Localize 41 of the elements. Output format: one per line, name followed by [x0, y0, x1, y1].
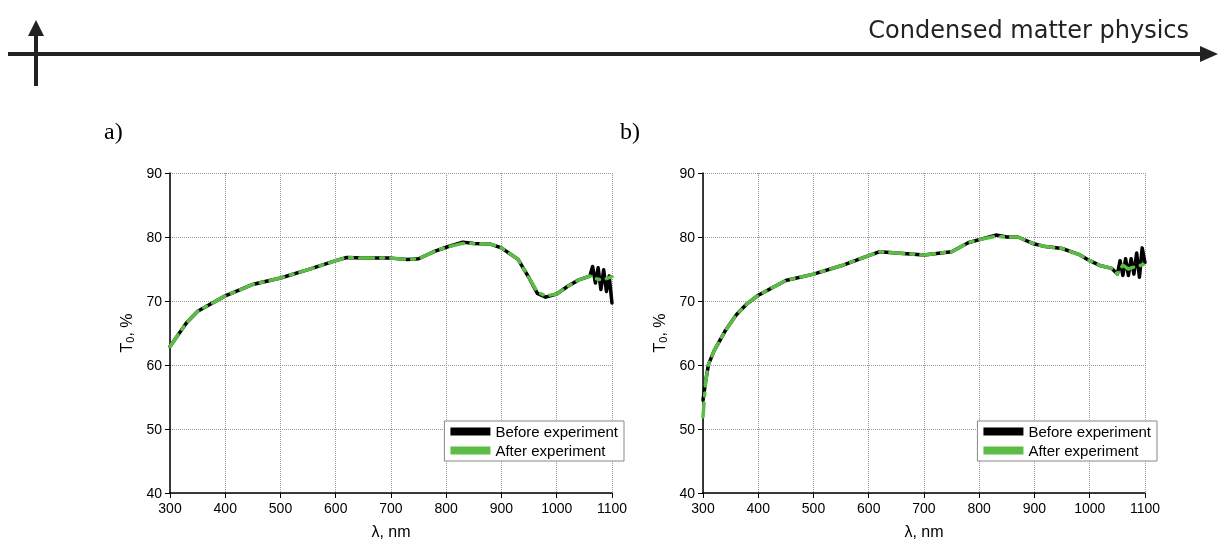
x-tick-label: 1000 — [541, 500, 573, 516]
x-tick-label: 600 — [857, 500, 881, 516]
y-tick-label: 80 — [679, 229, 696, 245]
x-tick-label: 900 — [489, 500, 514, 516]
y-tick-label: 40 — [146, 485, 163, 501]
y-tick-label: 40 — [679, 485, 696, 501]
y-tick-label: 90 — [679, 165, 696, 181]
y-tick-label: 70 — [679, 293, 696, 309]
x-tick-label: 400 — [746, 500, 771, 516]
x-tick-label: 800 — [434, 500, 459, 516]
text: Condensed matter physics — [868, 16, 1189, 44]
legend-label: After experiment — [495, 442, 607, 459]
y-axis-title: T0, % — [117, 313, 137, 353]
y-tick-label: 80 — [146, 229, 163, 245]
x-tick-label: 300 — [158, 500, 182, 516]
x-tick-label: 700 — [912, 500, 936, 516]
legend-label: After experiment — [1028, 442, 1140, 459]
x-tick-label: 900 — [1022, 500, 1047, 516]
y-tick-label: 70 — [146, 293, 163, 309]
x-axis-title: λ, nm — [371, 522, 411, 540]
x-axis-title: λ, nm — [904, 522, 944, 540]
x-tick-label: 800 — [967, 500, 992, 516]
chart-title: a) — [104, 118, 123, 145]
x-tick-label: 400 — [213, 500, 238, 516]
y-tick-label: 50 — [146, 421, 163, 437]
legend-label: Before experiment — [1028, 423, 1152, 440]
x-tick-label: 500 — [801, 500, 826, 516]
legend-label: Before experiment — [495, 423, 619, 440]
x-tick-label: 500 — [268, 500, 293, 516]
y-tick-label: 50 — [679, 421, 696, 437]
x-tick-label: 600 — [324, 500, 348, 516]
y-tick-label: 60 — [146, 357, 163, 373]
y-tick-label: 60 — [679, 357, 696, 373]
x-tick-label: 1100 — [1129, 500, 1161, 516]
x-tick-label: 1000 — [1074, 500, 1106, 516]
y-tick-label: 90 — [146, 165, 163, 181]
x-tick-label: 1100 — [596, 500, 628, 516]
x-tick-label: 700 — [379, 500, 403, 516]
y-axis-title: T0, % — [650, 313, 670, 353]
chart-title: b) — [620, 118, 640, 145]
x-tick-label: 300 — [691, 500, 715, 516]
